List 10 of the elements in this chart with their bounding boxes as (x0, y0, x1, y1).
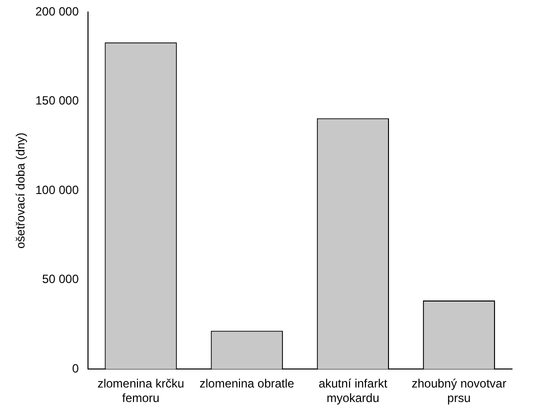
y-tick-label: 200 000 (35, 4, 80, 18)
x-tick-label: zlomenina krčku femoru (97, 376, 184, 406)
y-axis-title: ošetřovací doba (dny) (14, 132, 28, 249)
x-tick-label: akutní infarkt myokardu (318, 376, 388, 406)
y-tick-label: 0 (72, 362, 80, 376)
y-tick-label: 150 000 (35, 94, 80, 108)
y-tick-label: 50 000 (42, 272, 80, 286)
x-tick-label: zhoubný novotvar prsu (412, 376, 506, 406)
y-tick-label: 100 000 (35, 182, 80, 197)
x-tick-label: zlomenina obratle (199, 376, 295, 391)
